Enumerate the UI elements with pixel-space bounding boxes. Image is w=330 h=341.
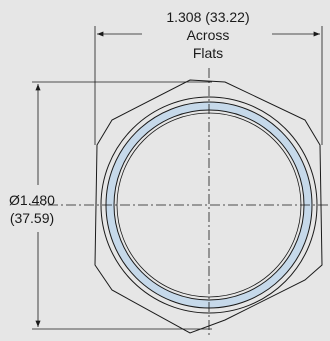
across-flats-line2: Across	[187, 27, 230, 43]
diameter-metric: (37.59)	[10, 210, 54, 226]
across-flats-value: 1.308 (33.22)	[166, 9, 249, 25]
across-flats-line3: Flats	[193, 45, 223, 61]
diameter-value: Ø1.480	[9, 192, 55, 208]
